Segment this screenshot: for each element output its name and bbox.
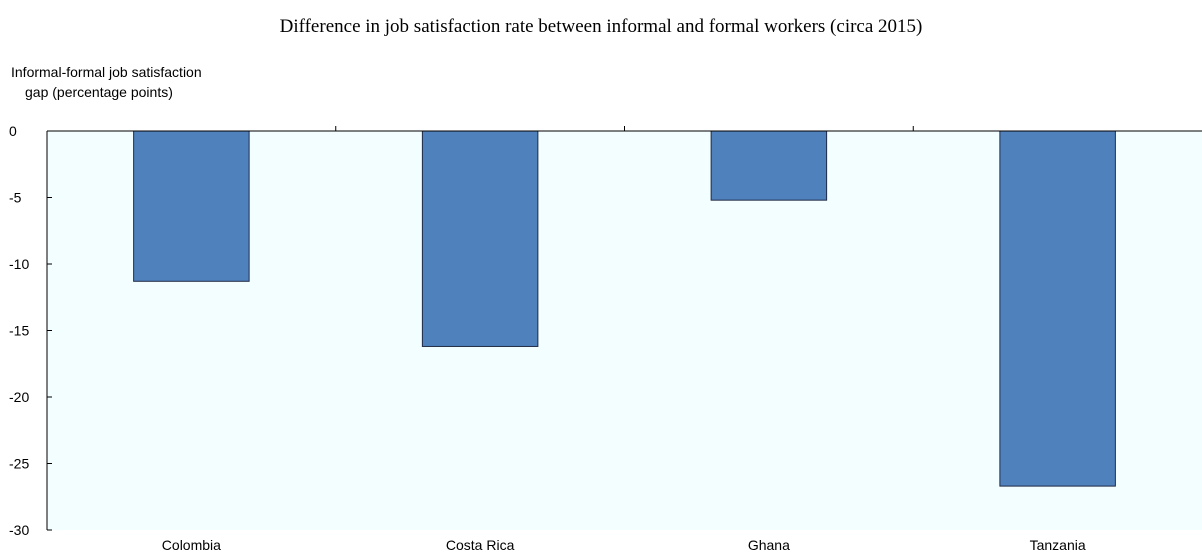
chart-title: Difference in job satisfaction rate betw… (280, 16, 923, 37)
y-tick-label: -15 (9, 323, 29, 339)
x-tick-label: Tanzania (1030, 537, 1086, 553)
x-tick-label: Costa Rica (446, 537, 515, 553)
bars (133, 130, 1116, 487)
y-tick-label: -25 (9, 456, 29, 472)
x-tick-label: Colombia (162, 537, 221, 553)
bar-ghana (710, 130, 828, 201)
y-axis-label-line-1: Informal-formal job satisfaction (11, 64, 202, 80)
bar-colombia (133, 130, 250, 282)
y-tick-label: -10 (9, 256, 29, 272)
y-tick-label: -30 (9, 522, 29, 538)
bar-tanzania (999, 130, 1116, 487)
y-tick-label: -20 (9, 389, 29, 405)
x-axis-labels: Colombia Costa Rica Ghana Tanzania (162, 537, 1086, 553)
bar-costa-rica (421, 130, 539, 347)
x-tick-label: Ghana (748, 537, 790, 553)
y-axis-label-line-2: gap (percentage points) (25, 84, 173, 100)
y-axis-ticks: 0 -5 -10 -15 -20 -25 -30 (9, 123, 52, 538)
y-tick-label: -5 (9, 190, 22, 206)
y-tick-label: 0 (9, 123, 17, 139)
